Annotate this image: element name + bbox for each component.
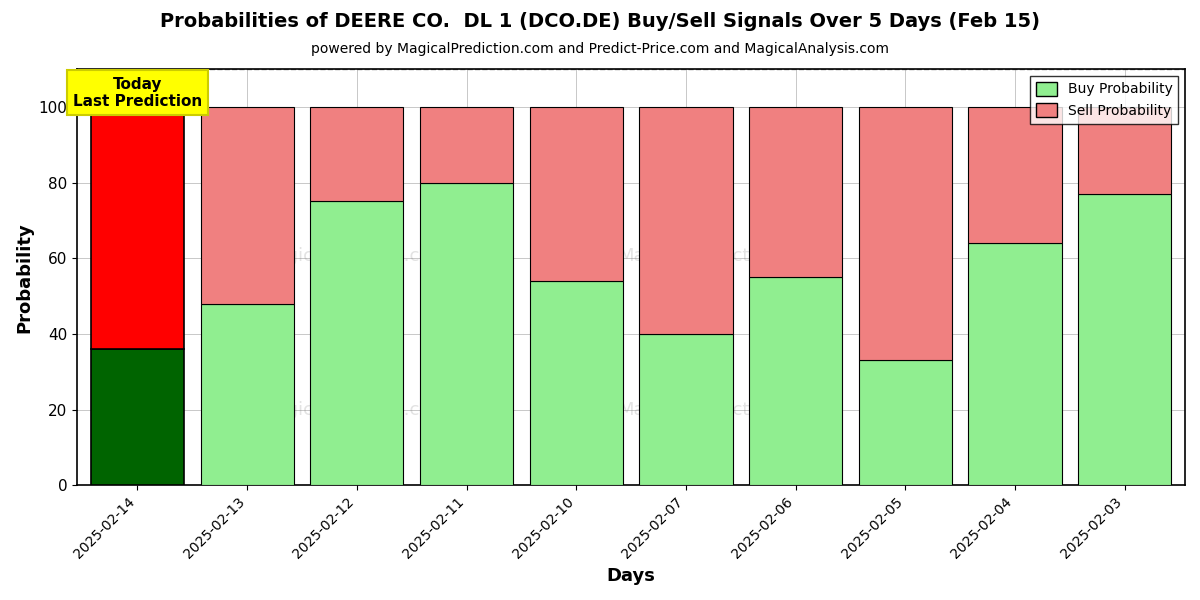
Bar — [1078, 194, 1171, 485]
Text: Probabilities of DEERE CO.  DL 1 (DCO.DE) Buy/Sell Signals Over 5 Days (Feb 15): Probabilities of DEERE CO. DL 1 (DCO.DE)… — [160, 12, 1040, 31]
Text: powered by MagicalPrediction.com and Predict-Price.com and MagicalAnalysis.com: powered by MagicalPrediction.com and Pre… — [311, 42, 889, 56]
Bar — [640, 334, 732, 485]
Bar — [529, 107, 623, 281]
Bar — [311, 202, 403, 485]
Text: MagicalAnalysis.com: MagicalAnalysis.com — [260, 247, 448, 265]
Bar — [91, 107, 184, 349]
Y-axis label: Probability: Probability — [14, 222, 32, 332]
Legend: Buy Probability, Sell Probability: Buy Probability, Sell Probability — [1030, 76, 1178, 124]
Text: Today
Last Prediction: Today Last Prediction — [73, 77, 202, 109]
Bar — [749, 107, 842, 277]
Text: MagicalPrediction.com: MagicalPrediction.com — [618, 247, 821, 265]
X-axis label: Days: Days — [607, 567, 655, 585]
Bar — [1078, 107, 1171, 194]
Bar — [200, 107, 294, 304]
Bar — [968, 107, 1062, 243]
Text: MagicalAnalysis.com: MagicalAnalysis.com — [260, 401, 448, 419]
Bar — [91, 349, 184, 485]
Bar — [749, 277, 842, 485]
Bar — [968, 243, 1062, 485]
Bar — [529, 281, 623, 485]
Bar — [859, 361, 952, 485]
Bar — [859, 107, 952, 361]
Bar — [311, 107, 403, 202]
Text: MagicalPrediction.com: MagicalPrediction.com — [618, 401, 821, 419]
Bar — [200, 304, 294, 485]
Bar — [420, 107, 514, 182]
Bar — [640, 107, 732, 334]
Bar — [420, 182, 514, 485]
